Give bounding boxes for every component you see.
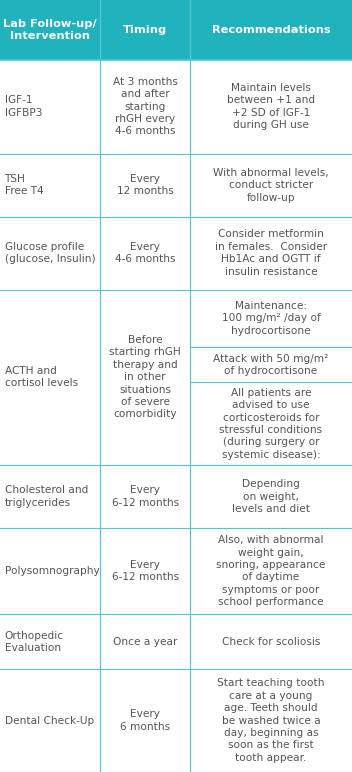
Text: Consider metformin
in females.  Consider
Hb1Ac and OGTT if
insulin resistance: Consider metformin in females. Consider … bbox=[215, 229, 327, 276]
Text: Maintenance:
100 mg/m² /day of
hydrocortisone: Maintenance: 100 mg/m² /day of hydrocort… bbox=[222, 301, 320, 336]
Text: IGF-1
IGFBP3: IGF-1 IGFBP3 bbox=[5, 96, 42, 118]
Text: Lab Follow-up/
Intervention: Lab Follow-up/ Intervention bbox=[4, 19, 97, 41]
Text: Glucose profile
(glucose, Insulin): Glucose profile (glucose, Insulin) bbox=[5, 242, 95, 264]
Text: Every
6-12 months: Every 6-12 months bbox=[112, 560, 179, 582]
Text: Dental Check-Up: Dental Check-Up bbox=[5, 716, 94, 726]
Text: TSH
Free T4: TSH Free T4 bbox=[5, 174, 43, 196]
Text: With abnormal levels,
conduct stricter
follow-up: With abnormal levels, conduct stricter f… bbox=[213, 168, 329, 202]
Text: All patients are
advised to use
corticosteroids for
stressful conditions
(during: All patients are advised to use corticos… bbox=[220, 388, 322, 459]
Text: Every
6 months: Every 6 months bbox=[120, 709, 170, 732]
Text: Check for scoliosis: Check for scoliosis bbox=[222, 637, 320, 647]
Text: Every
4-6 months: Every 4-6 months bbox=[115, 242, 175, 264]
Text: Polysomnography: Polysomnography bbox=[5, 566, 99, 576]
Text: Orthopedic
Evaluation: Orthopedic Evaluation bbox=[5, 631, 64, 653]
Text: Once a year: Once a year bbox=[113, 637, 177, 647]
Text: Recommendations: Recommendations bbox=[212, 25, 331, 35]
Bar bbox=[0, 217, 352, 290]
Text: Also, with abnormal
weight gain,
snoring, appearance
of daytime
symptoms or poor: Also, with abnormal weight gain, snoring… bbox=[216, 535, 326, 607]
Text: Attack with 50 mg/m²
of hydrocortisone: Attack with 50 mg/m² of hydrocortisone bbox=[213, 354, 329, 376]
Text: Maintain levels
between +1 and
+2 SD of IGF-1
during GH use: Maintain levels between +1 and +2 SD of … bbox=[227, 83, 315, 130]
Bar bbox=[0, 528, 352, 614]
Bar bbox=[0, 59, 352, 154]
Text: Start teaching tooth
care at a young
age. Teeth should
be washed twice a
day, be: Start teaching tooth care at a young age… bbox=[217, 679, 325, 763]
Bar bbox=[0, 154, 352, 217]
Text: Every
6-12 months: Every 6-12 months bbox=[112, 486, 179, 508]
Text: Depending
on weight,
levels and diet: Depending on weight, levels and diet bbox=[232, 479, 310, 514]
Text: Cholesterol and
triglycerides: Cholesterol and triglycerides bbox=[5, 486, 88, 508]
Text: ACTH and
cortisol levels: ACTH and cortisol levels bbox=[5, 366, 78, 388]
Bar bbox=[0, 465, 352, 528]
Text: Timing: Timing bbox=[123, 25, 167, 35]
Text: Before
starting rhGH
therapy and
in other
situations
of severe
comorbidity: Before starting rhGH therapy and in othe… bbox=[109, 335, 181, 419]
Bar bbox=[0, 290, 352, 465]
Bar bbox=[0, 614, 352, 669]
Bar bbox=[0, 669, 352, 772]
Text: At 3 months
and after
starting
rhGH every
4-6 months: At 3 months and after starting rhGH ever… bbox=[113, 76, 178, 137]
Bar bbox=[0, 0, 352, 59]
Text: Every
12 months: Every 12 months bbox=[117, 174, 174, 196]
